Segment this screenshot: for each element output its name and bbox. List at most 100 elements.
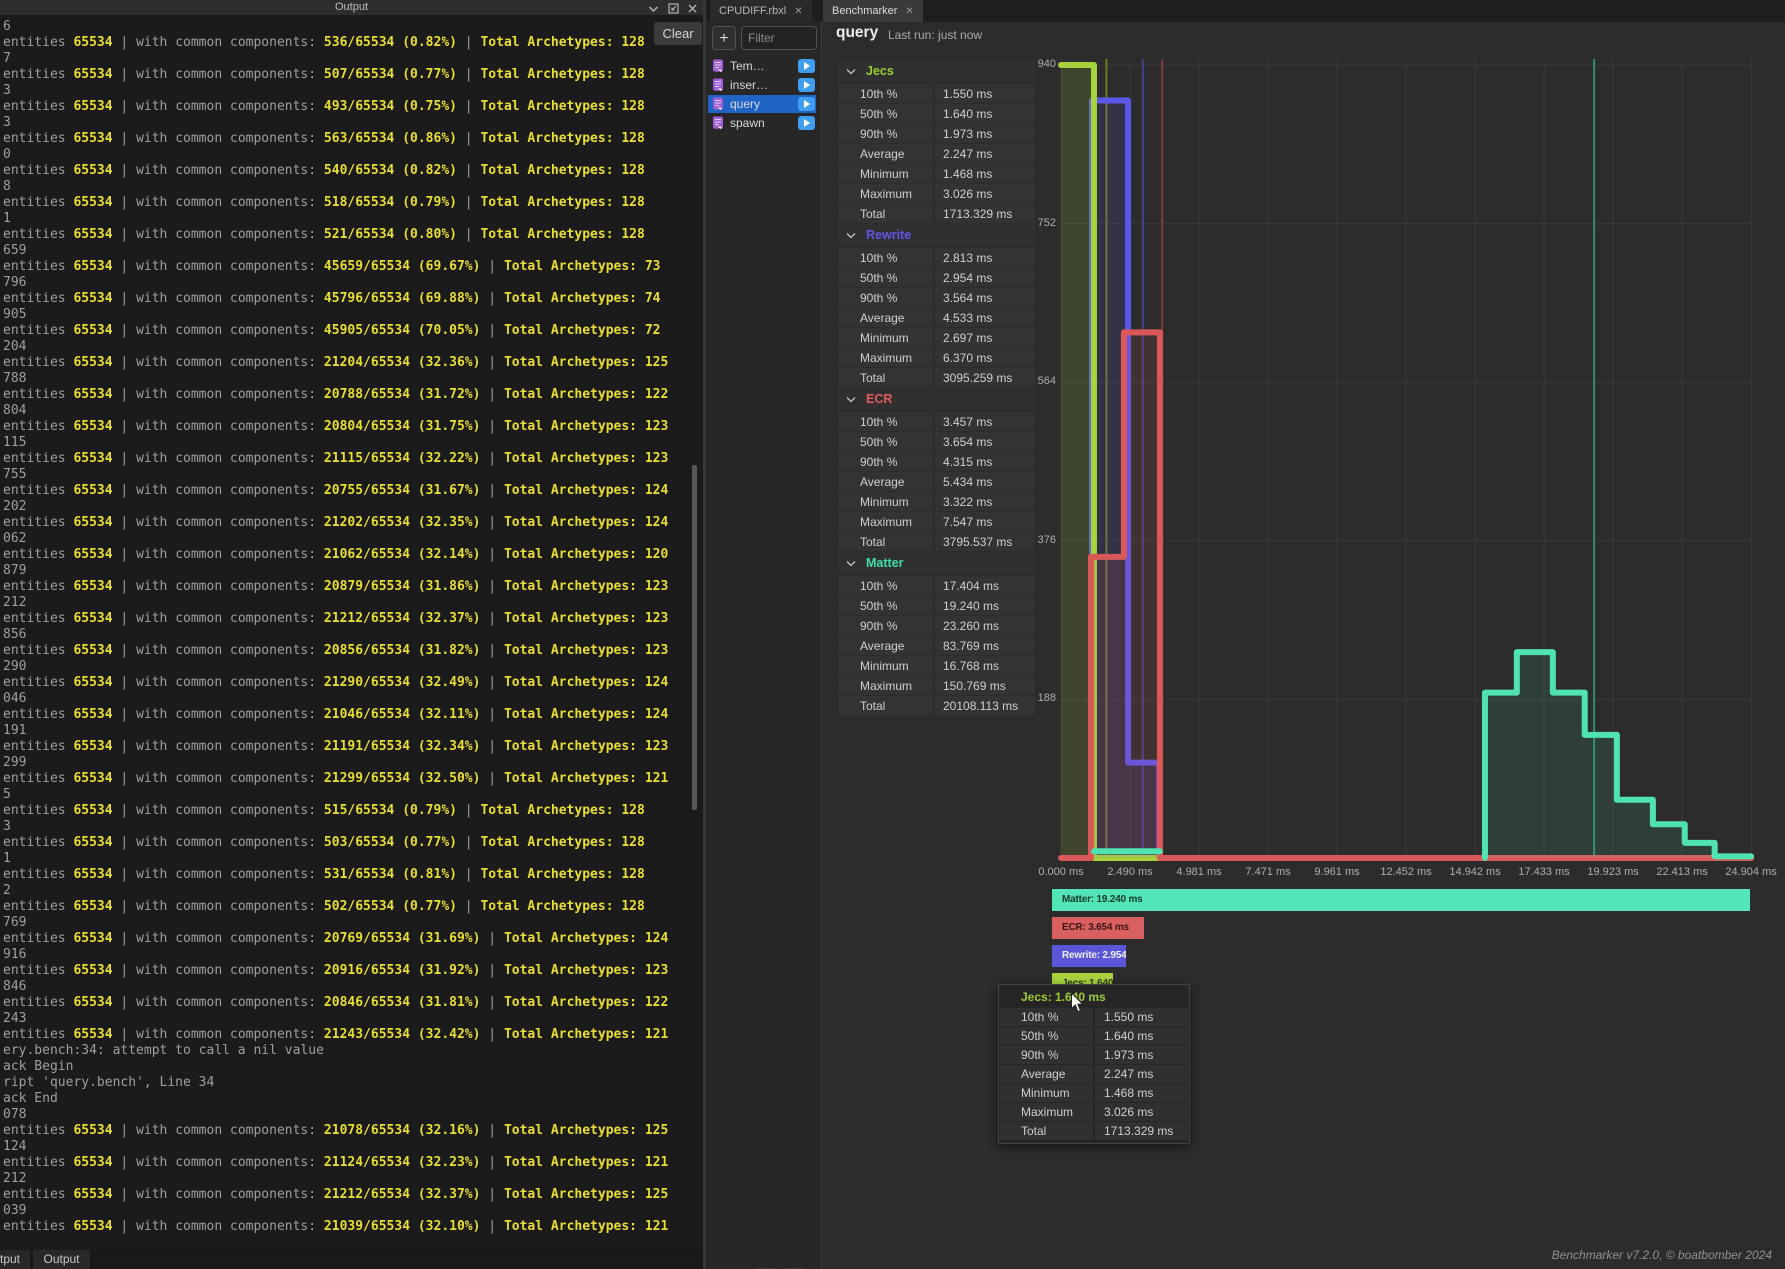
- tab-close-icon[interactable]: ✕: [905, 5, 914, 17]
- chevron-down-icon: [846, 232, 856, 239]
- bottom-tab-output[interactable]: Output: [33, 1250, 90, 1269]
- y-axis-tick-label: 376: [1037, 533, 1056, 546]
- stat-label: Minimum: [838, 656, 933, 675]
- stat-value: 3095.259 ms: [935, 368, 1035, 387]
- stat-label: Average: [838, 144, 933, 163]
- stat-row: 90th % 1.973 ms: [838, 124, 1035, 143]
- clear-button[interactable]: Clear: [654, 22, 702, 45]
- log-line: entities 65534 | with common components:…: [3, 291, 661, 306]
- log-line: entities 65534 | with common components:…: [3, 835, 645, 850]
- stat-row: 50th % 3.654 ms: [838, 432, 1035, 451]
- log-line-fragment: 788: [3, 371, 27, 386]
- tab-cpudiff-rbxl[interactable]: CPUDIFF.rbxl ✕: [710, 0, 812, 22]
- log-line-fragment: 1: [3, 211, 11, 226]
- script-icon: [713, 97, 723, 111]
- stat-row: 50th % 19.240 ms: [838, 596, 1035, 615]
- add-benchmark-button[interactable]: +: [712, 26, 736, 50]
- list-item-spawn[interactable]: spawn: [708, 114, 816, 132]
- stat-row: Maximum 150.769 ms: [838, 676, 1035, 695]
- tab-benchmarker[interactable]: Benchmarker ✕: [823, 0, 923, 22]
- output-scrollbar-thumb[interactable]: [692, 465, 697, 810]
- stat-label: 90th %: [838, 452, 933, 471]
- tooltip-stat-label: 10th %: [1000, 1008, 1093, 1026]
- run-benchmark-button[interactable]: [798, 59, 815, 73]
- benchmark-list-panel: + Tem… inser… query spawn: [706, 22, 822, 1269]
- bottom-tab-output-clipped[interactable]: Output: [0, 1250, 30, 1269]
- close-icon[interactable]: [688, 4, 697, 13]
- log-line-fragment: 039: [3, 1203, 27, 1218]
- stat-value: 7.547 ms: [935, 512, 1035, 531]
- log-line-fragment: 846: [3, 979, 27, 994]
- tooltip-stat-value: 3.026 ms: [1095, 1103, 1188, 1121]
- stat-row: Maximum 6.370 ms: [838, 348, 1035, 367]
- run-benchmark-button[interactable]: [798, 78, 815, 92]
- list-item-Tem[interactable]: Tem…: [708, 57, 816, 75]
- run-benchmark-button[interactable]: [798, 116, 815, 130]
- benchmark-label: inser…: [730, 78, 769, 92]
- tooltip-stat-label: 50th %: [1000, 1027, 1093, 1045]
- log-line-fragment: 804: [3, 403, 27, 418]
- log-line: entities 65534 | with common components:…: [3, 515, 669, 530]
- x-axis-tick-label: 24.904 ms: [1725, 866, 1777, 878]
- filter-input[interactable]: [741, 26, 817, 50]
- benchmark-histogram-chart[interactable]: [1036, 55, 1762, 867]
- tooltip-stat-label: Average: [1000, 1065, 1093, 1083]
- run-benchmark-button[interactable]: [798, 97, 815, 111]
- log-line-fragment: 078: [3, 1107, 27, 1122]
- list-item-inser[interactable]: inser…: [708, 76, 816, 94]
- dock-icon[interactable]: [668, 3, 679, 14]
- log-line: entities 65534 | with common components:…: [3, 899, 645, 914]
- stat-row: Average 83.769 ms: [838, 636, 1035, 655]
- log-line-fragment: 769: [3, 915, 27, 930]
- log-line: entities 65534 | with common components:…: [3, 259, 661, 274]
- log-line: entities 65534 | with common components:…: [3, 131, 645, 146]
- log-line: entities 65534 | with common components:…: [3, 1123, 669, 1138]
- stat-row: Minimum 1.468 ms: [838, 164, 1035, 183]
- stat-value: 4.315 ms: [935, 452, 1035, 471]
- play-icon: [804, 81, 810, 89]
- section-header-ecr[interactable]: ECR: [838, 388, 1035, 410]
- stat-label: 50th %: [838, 268, 933, 287]
- section-header-matter[interactable]: Matter: [838, 552, 1035, 574]
- stat-row: 10th % 1.550 ms: [838, 84, 1035, 103]
- tab-close-icon[interactable]: ✕: [794, 5, 803, 17]
- tooltip-stat-row: Total 1713.329 ms: [1000, 1122, 1188, 1140]
- stat-label: Maximum: [838, 512, 933, 531]
- stat-label: Total: [838, 532, 933, 551]
- legend-bar-matter[interactable]: Matter: 19.240 ms: [1052, 889, 1750, 911]
- benchmark-label: query: [730, 97, 761, 111]
- log-line-fragment: 299: [3, 755, 27, 770]
- section-header-rewrite[interactable]: Rewrite: [838, 224, 1035, 246]
- log-line: entities 65534 | with common components:…: [3, 995, 669, 1010]
- log-line-fragment: 3: [3, 83, 11, 98]
- stat-row: Average 5.434 ms: [838, 472, 1035, 491]
- stat-label: Minimum: [838, 164, 933, 183]
- log-line-fragment: 212: [3, 595, 27, 610]
- log-line: entities 65534 | with common components:…: [3, 803, 645, 818]
- chevron-down-icon[interactable]: [648, 5, 659, 13]
- last-run-status: Last run: just now: [888, 28, 983, 42]
- tab-label: CPUDIFF.rbxl: [719, 5, 787, 17]
- log-line: entities 65534 | with common components:…: [3, 1155, 669, 1170]
- list-item-query[interactable]: query: [708, 95, 816, 113]
- log-line: ack Begin: [3, 1059, 74, 1074]
- legend-bar-rewrite[interactable]: Rewrite: 2.954…: [1052, 945, 1126, 967]
- log-line-fragment: 290: [3, 659, 27, 674]
- log-line: entities 65534 | with common components:…: [3, 99, 645, 114]
- stat-value: 1713.329 ms: [935, 204, 1035, 223]
- plugin-credit: Benchmarker v7.2.0, © boatbomber 2024: [1551, 1248, 1772, 1262]
- log-line-fragment: 202: [3, 499, 27, 514]
- stat-value: 23.260 ms: [935, 616, 1035, 635]
- log-line-fragment: 115: [3, 435, 27, 450]
- section-header-jecs[interactable]: Jecs: [838, 60, 1035, 82]
- log-line-fragment: 2: [3, 883, 11, 898]
- tooltip-stat-row: 90th % 1.973 ms: [1000, 1046, 1188, 1064]
- output-titlebar[interactable]: Output: [0, 0, 703, 15]
- tooltip-stat-label: Total: [1000, 1122, 1093, 1140]
- stat-label: 10th %: [838, 576, 933, 595]
- legend-bar-ecr[interactable]: ECR: 3.654 ms: [1052, 917, 1144, 939]
- log-line: entities 65534 | with common components:…: [3, 1219, 669, 1234]
- stat-label: Average: [838, 308, 933, 327]
- log-line: ack End: [3, 1091, 58, 1106]
